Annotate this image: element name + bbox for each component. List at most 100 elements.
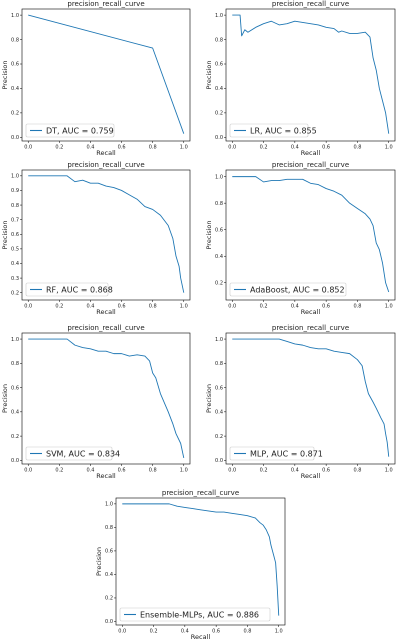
y-tick-label: 0.0 (215, 458, 223, 464)
x-tick-label: 0.4 (291, 304, 299, 310)
y-tick-label: 0.8 (11, 361, 19, 367)
x-tick-label: 0.0 (24, 468, 32, 474)
y-tick-label: 0.5 (11, 247, 19, 253)
x-axis-label: Recall (301, 308, 321, 316)
x-tick-label: 0.6 (118, 145, 126, 151)
y-tick-label: 0.7 (11, 217, 19, 223)
chart-panel-rf: precision_recall_curve 0.0 0.2 0.4 0.6 0.8 1.0… (1, 161, 191, 316)
y-tick-label: 0.6 (105, 549, 113, 555)
chart-panel-mlp: precision_recall_curve 0.0 0.2 0.4 0.6 0.8 1.0… (205, 324, 396, 480)
y-tick-label: 0.6 (11, 385, 19, 391)
x-tick-label: 0.2 (55, 468, 63, 474)
series-line (232, 14, 390, 134)
x-tick-label: 0.8 (149, 145, 157, 151)
y-tick-label: 0.2 (215, 111, 223, 117)
legend-label: SVM, AUC = 0.834 (46, 449, 120, 458)
y-tick-label: 1.0 (11, 174, 19, 180)
x-tick-label: 0.0 (228, 145, 236, 151)
chart-title: precision_recall_curve (67, 324, 144, 332)
x-tick-label: 0.2 (55, 145, 63, 151)
axes-frame (225, 169, 396, 301)
x-tick-label: 0.6 (322, 145, 330, 151)
x-tick-label: 0.8 (243, 629, 251, 635)
chart-panel-svm: precision_recall_curve 0.0 0.2 0.4 0.6 0.8 1.0… (1, 324, 191, 480)
chart-title: precision_recall_curve (67, 161, 144, 169)
chart-panel-lr: precision_recall_curve 0.0 0.2 0.4 0.6 0.8 1.0… (205, 0, 396, 157)
y-tick-label: 0.4 (11, 261, 19, 267)
y-tick-label: 1.0 (215, 337, 223, 343)
series-line (28, 175, 185, 293)
axes-frame (21, 169, 191, 301)
chart-title: precision_recall_curve (67, 0, 144, 8)
legend: SVM, AUC = 0.834 (25, 446, 120, 461)
axes-frame (21, 332, 191, 465)
x-axis-label: Recall (96, 472, 116, 480)
y-tick-label: 0.2 (11, 290, 19, 296)
y-tick-label: 0.0 (11, 458, 19, 464)
y-tick-label: 0.2 (215, 434, 223, 440)
x-tick-label: 0.2 (260, 145, 268, 151)
y-tick-label: 0.8 (11, 203, 19, 209)
y-tick-label: 0.6 (215, 227, 223, 233)
chart-panel-ada: precision_recall_curve 0.0 0.2 0.4 0.6 0.8 1.0… (205, 161, 396, 316)
x-tick-label: 0.6 (322, 304, 330, 310)
y-tick-label: 0.8 (215, 201, 223, 207)
x-axis-label: Recall (191, 633, 211, 641)
x-tick-label: 0.8 (149, 468, 157, 474)
y-tick-label: 0.4 (11, 410, 19, 416)
x-axis-label: Recall (301, 472, 321, 480)
x-tick-label: 0.8 (149, 304, 157, 310)
y-tick-label: 1.0 (215, 13, 223, 19)
x-tick-label: 0.4 (86, 468, 94, 474)
y-tick-label: 0.8 (105, 525, 113, 531)
x-tick-label: 0.0 (24, 145, 32, 151)
y-tick-label: 0.3 (11, 276, 19, 282)
y-tick-label: 0.4 (11, 86, 19, 92)
legend-label: RF, AUC = 0.868 (46, 285, 113, 294)
y-tick-label: 0.2 (215, 280, 223, 286)
series-line (122, 503, 280, 616)
legend-box (25, 446, 113, 461)
chart-title: precision_recall_curve (162, 489, 239, 497)
legend-box (25, 123, 115, 138)
y-tick-label: 0.6 (11, 232, 19, 238)
x-tick-label: 1.0 (275, 629, 283, 635)
legend-label: MLP, AUC = 0.871 (250, 449, 323, 458)
y-axis-label: Precision (205, 220, 213, 249)
y-tick-label: 1.0 (11, 13, 19, 19)
y-tick-label: 0.8 (11, 37, 19, 43)
y-tick-label: 0.8 (215, 37, 223, 43)
x-tick-label: 0.6 (212, 629, 220, 635)
y-tick-label: 0.9 (11, 188, 19, 194)
y-tick-label: 0.4 (105, 572, 113, 578)
legend: LR, AUC = 0.855 (229, 123, 317, 138)
x-tick-label: 0.4 (291, 468, 299, 474)
legend-box (229, 123, 309, 138)
y-tick-label: 0.2 (105, 596, 113, 602)
legend-label: DT, AUC = 0.759 (46, 126, 114, 135)
y-axis-label: Precision (205, 60, 213, 89)
x-tick-label: 0.4 (291, 145, 299, 151)
y-tick-label: 1.0 (11, 337, 19, 343)
x-tick-label: 0.6 (322, 468, 330, 474)
x-tick-label: 0.6 (118, 468, 126, 474)
y-tick-label: 0.6 (215, 62, 223, 68)
x-tick-label: 0.8 (353, 145, 361, 151)
legend: RF, AUC = 0.868 (25, 282, 113, 297)
x-tick-label: 0.8 (353, 468, 361, 474)
chart-panel-ens: precision_recall_curve 0.0 0.2 0.4 0.6 0.8 1.0… (95, 489, 286, 641)
y-tick-label: 1.0 (215, 174, 223, 180)
x-tick-label: 0.0 (228, 468, 236, 474)
y-tick-label: 0.6 (11, 62, 19, 68)
y-tick-label: 0.2 (11, 111, 19, 117)
x-tick-label: 0.4 (86, 304, 94, 310)
axes-frame (225, 332, 396, 465)
y-tick-label: 0.2 (11, 434, 19, 440)
x-tick-label: 0.6 (118, 304, 126, 310)
x-tick-label: 0.2 (150, 629, 158, 635)
series-line (28, 14, 185, 134)
legend-box (119, 607, 271, 622)
y-tick-label: 0.0 (105, 619, 113, 625)
x-tick-label: 1.0 (385, 304, 393, 310)
